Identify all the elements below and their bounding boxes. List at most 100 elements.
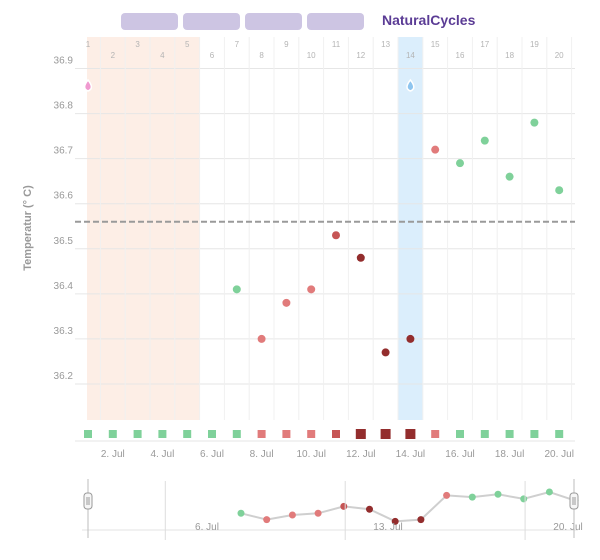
navigator-left-handle[interactable] [83,479,93,538]
day-status-marker [133,430,142,438]
day-status-marker [431,430,440,438]
day-status-marker [158,430,167,438]
navigator-point [520,495,528,503]
x-tick-label: 18. Jul [495,449,524,460]
cycle-day-label: 12 [356,51,365,60]
navigator-point [391,517,399,525]
y-tick-label: 36.3 [54,326,74,337]
cycle-day-label: 16 [456,51,465,60]
ovulation-band [398,37,423,420]
day-status-marker [282,430,291,438]
period-tab-2[interactable] [183,13,240,30]
temperature-point [257,334,266,343]
navigator-label: 6. Jul [195,522,219,533]
cycle-day-label: 20 [555,51,564,60]
day-status-marker [307,430,316,438]
day-status-marker [405,429,416,439]
navigator-point [366,505,373,513]
temperature-point [456,159,464,168]
cycle-day-label: 14 [406,51,415,60]
temperature-point [307,285,316,294]
day-status-marker [456,430,464,438]
y-tick-label: 36.5 [54,236,74,247]
navigator-label: 13. Jul [373,522,402,533]
cycle-day-label: 3 [135,40,140,49]
period-tab-1[interactable] [121,13,178,30]
ovulation-drop-icon [406,78,415,92]
day-status-marker [355,429,366,439]
x-tick-label: 10. Jul [296,449,325,460]
temperature-point [356,253,365,262]
cycle-day-label: 19 [530,40,539,49]
day-status-marker [183,430,192,438]
cycle-day-label: 8 [259,51,264,60]
x-tick-label: 16. Jul [445,449,474,460]
cycle-day-label: 11 [332,40,341,49]
cycle-day-label: 15 [431,40,440,49]
temperature-point [505,172,514,181]
x-tick-label: 12. Jul [346,449,375,460]
handle-grip [83,492,93,510]
x-tick-label: 20. Jul [544,449,573,460]
handle-grip [569,492,579,510]
day-status-marker [480,430,489,438]
period-tab-4[interactable] [307,13,364,30]
day-status-marker [208,430,216,438]
period-band [87,37,200,420]
temperature-point [381,348,390,357]
cycle-day-label: 18 [505,51,514,60]
navigator-point [468,493,476,501]
cycle-day-label: 13 [381,40,390,49]
y-tick-label: 36.8 [54,101,74,112]
y-tick-label: 36.4 [54,281,74,292]
cycle-day-label: 5 [185,40,190,49]
navigator-point [545,488,553,496]
navigator-point [263,516,271,524]
day-status-marker [332,430,340,438]
navigator-point [288,511,296,519]
navigator-label: 20. Jul [553,522,582,533]
temperature-point [555,186,564,195]
cycle-day-label: 10 [307,51,316,60]
x-tick-label: 14. Jul [396,449,425,460]
cycle-day-label: 7 [235,40,240,49]
navigator-line [240,490,576,523]
day-status-marker [505,430,514,438]
x-tick-label: 2. Jul [101,449,125,460]
day-status-marker [380,429,391,439]
day-status-marker [232,430,241,438]
navigator-point [340,502,348,510]
navigator-point [443,491,451,499]
brand-title: NaturalCycles [382,12,476,28]
x-tick-label: 6. Jul [200,449,224,460]
navigator-point [417,516,425,524]
day-status-marker [108,430,117,438]
temperature-point [480,136,489,145]
navigator-point [314,509,322,517]
y-axis-title: Temperatur (° C) [22,185,34,271]
cycle-day-label: 2 [111,51,116,60]
temperature-point [431,145,440,154]
cycle-day-label: 4 [160,51,165,60]
cycle-day-label: 6 [210,51,215,60]
y-tick-label: 36.9 [54,56,74,67]
cycle-day-label: 9 [284,40,289,49]
x-tick-label: 4. Jul [150,449,174,460]
navigator-right-handle[interactable] [569,479,579,538]
day-status-marker [257,430,266,438]
period-tab-3[interactable] [245,13,302,30]
navigator-point [494,490,502,498]
temperature-point [332,231,340,240]
temperature-point [232,285,241,294]
day-status-marker [84,430,92,438]
temperature-point [282,298,291,307]
day-status-marker [530,430,539,438]
cycle-day-label: 17 [480,40,489,49]
x-tick-label: 8. Jul [250,449,274,460]
y-tick-label: 36.2 [54,371,74,382]
temperature-point [406,334,415,343]
y-tick-label: 36.6 [54,191,74,202]
day-status-marker [555,430,564,438]
y-tick-label: 36.7 [54,146,74,157]
